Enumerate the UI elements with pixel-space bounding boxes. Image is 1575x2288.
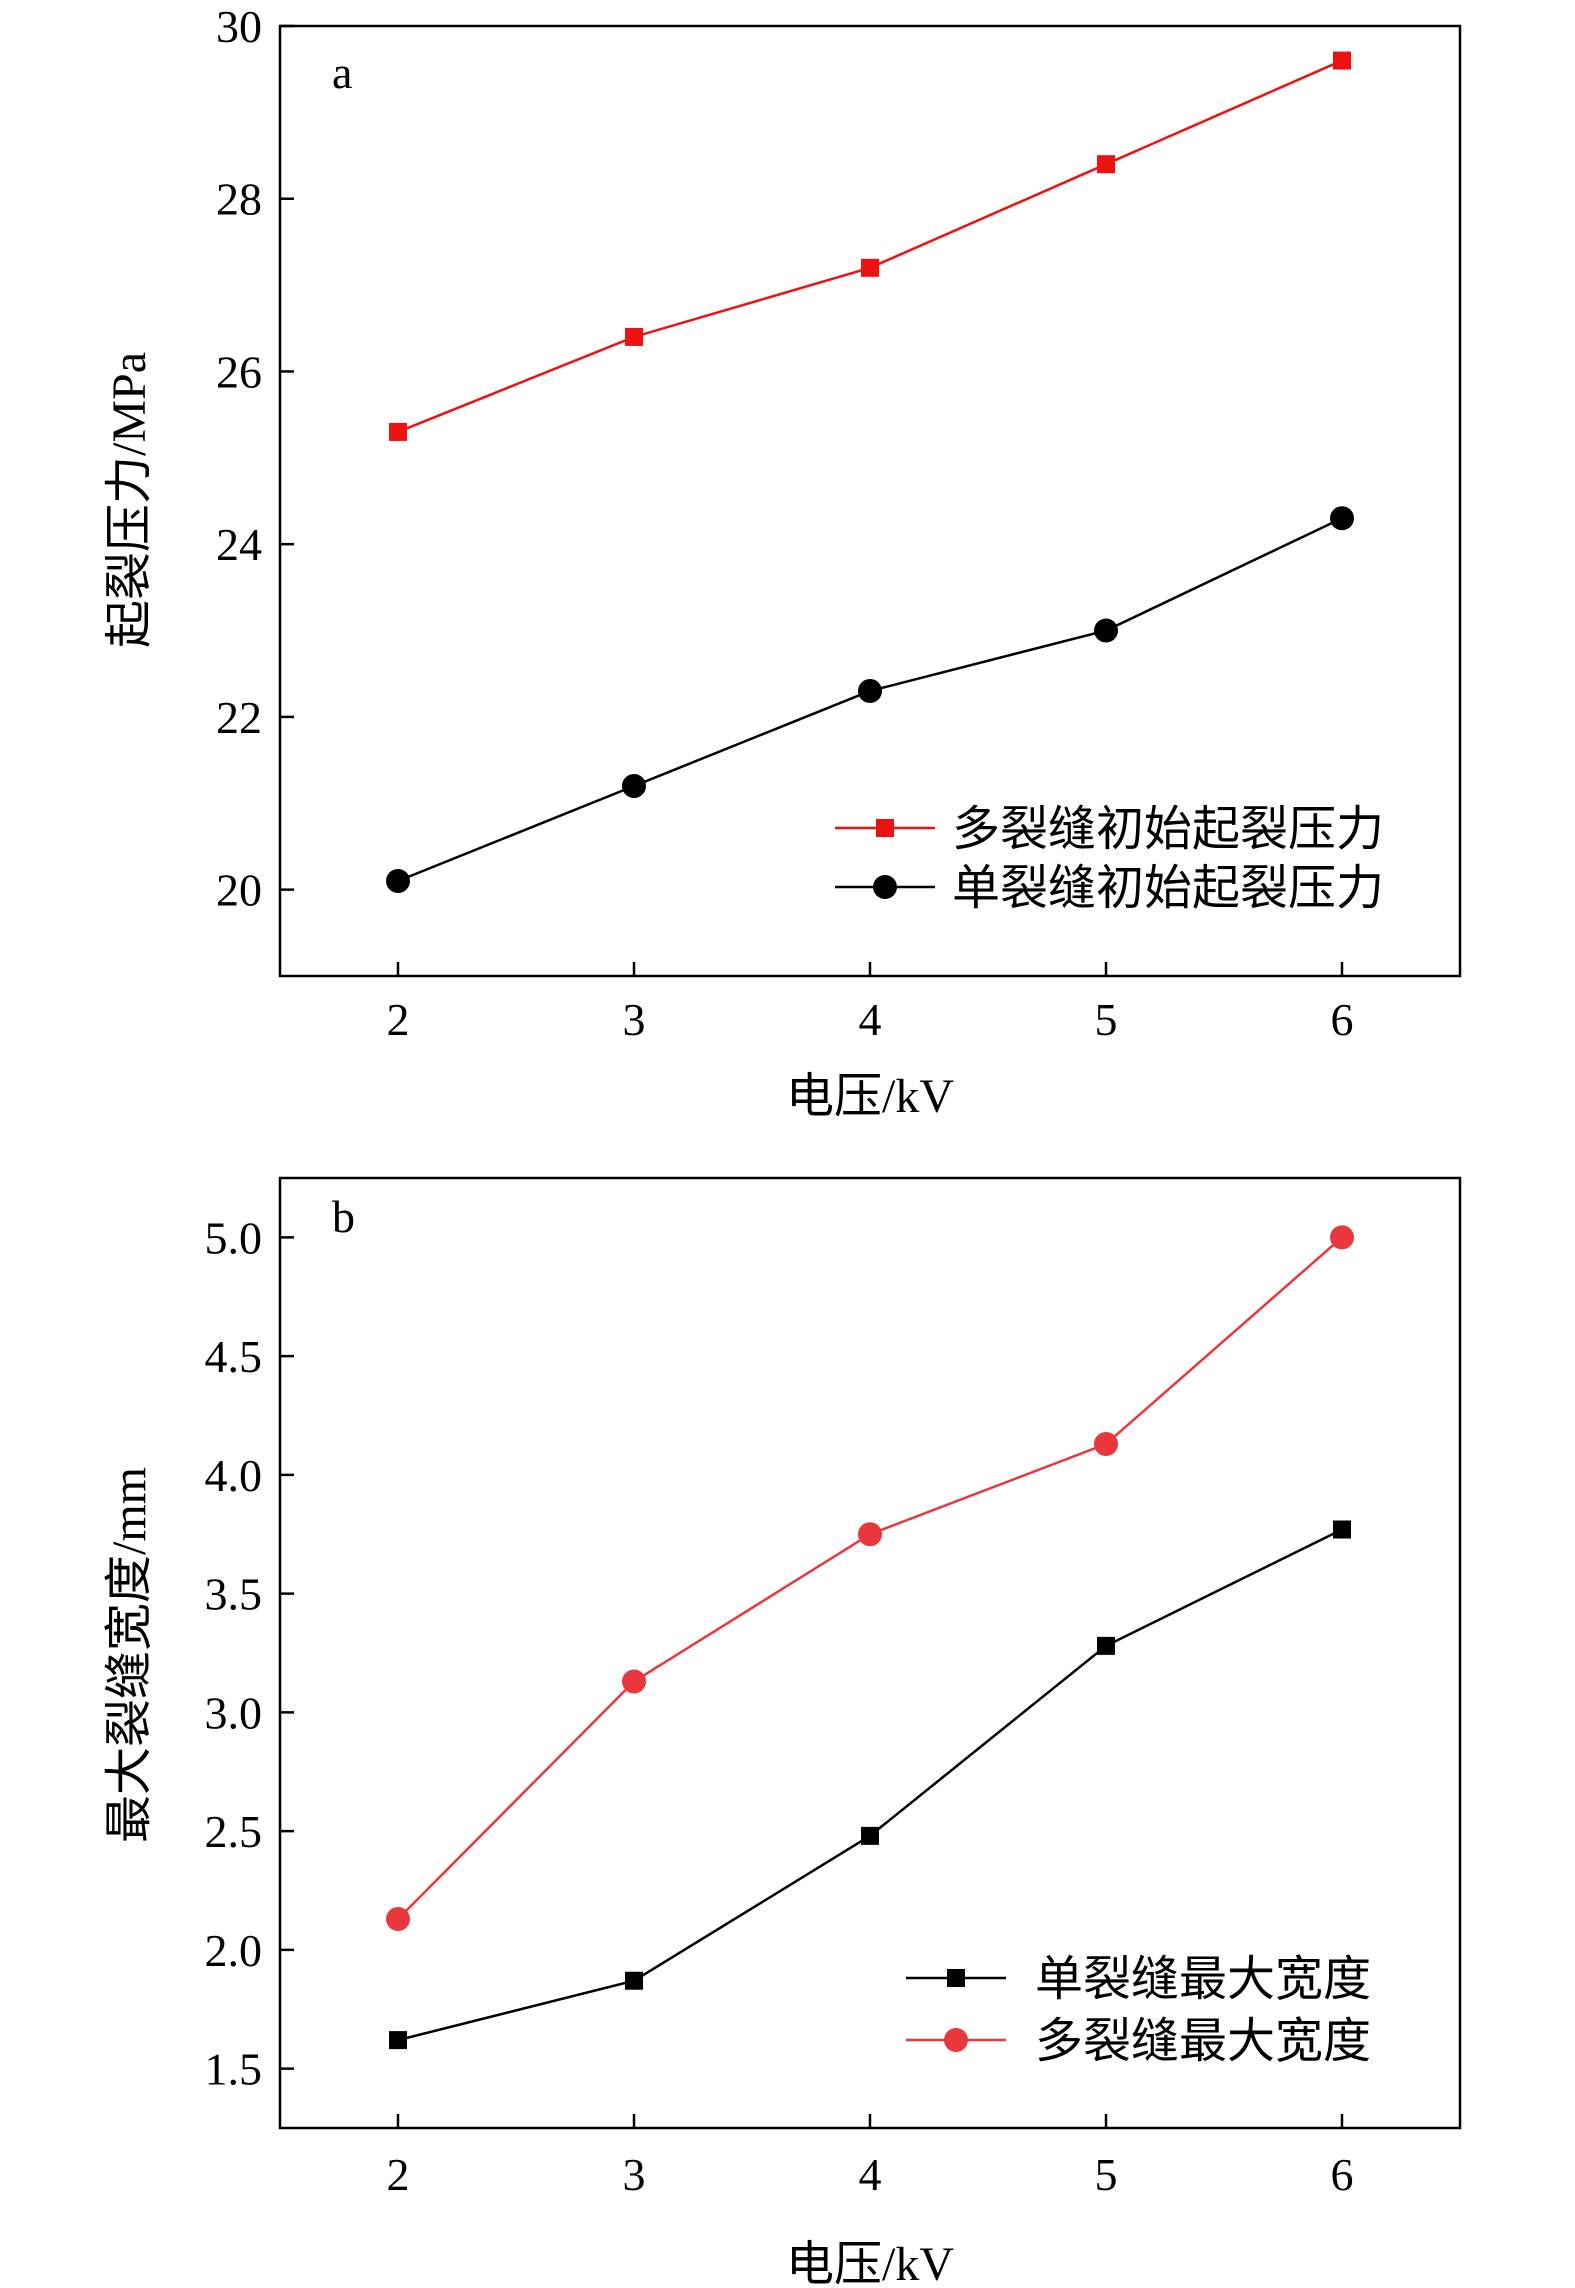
data-point-square: [625, 327, 643, 346]
y-tick-label: 2.0: [205, 1925, 263, 1976]
y-tick-label: 22: [216, 692, 262, 743]
y-tick-label: 26: [216, 346, 262, 397]
data-point-circle: [1094, 618, 1118, 643]
data-point-circle: [386, 1907, 410, 1931]
x-axis-label: 电压/kV: [786, 1070, 954, 1123]
panel-label: a: [332, 47, 352, 98]
y-tick-label: 4.5: [205, 1331, 263, 1382]
y-tick-label: 3.5: [205, 1569, 263, 1620]
data-point-square: [861, 1826, 879, 1845]
x-tick-label: 3: [623, 2149, 646, 2200]
data-point-square: [625, 1971, 643, 1990]
legend-label: 多裂缝初始起裂压力: [952, 803, 1384, 856]
data-point-circle: [1330, 1225, 1354, 1250]
series-line-2: [397, 1236, 1343, 1920]
y-tick-label: 4.0: [205, 1450, 263, 1501]
data-point-square: [1333, 51, 1351, 70]
x-tick-label: 4: [859, 2149, 882, 2200]
x-tick-label: 2: [387, 2149, 410, 2200]
y-axis-label: 起裂压力/MPa: [103, 352, 156, 648]
y-tick-label: 20: [216, 865, 262, 916]
data-point-circle: [858, 1522, 882, 1547]
data-point-circle: [386, 869, 410, 893]
series-line-1: [397, 59, 1343, 434]
data-point-circle: [858, 679, 882, 703]
legend-label: 单裂缝最大宽度: [1035, 1953, 1371, 2006]
x-axis-label: 电压/kV: [786, 2238, 954, 2288]
data-point-circle: [1094, 1432, 1118, 1456]
data-point-square: [389, 422, 407, 441]
data-point-circle: [622, 1669, 646, 1694]
x-tick-label: 3: [623, 994, 646, 1045]
y-tick-label: 2.5: [205, 1806, 263, 1857]
y-tick-label: 28: [216, 174, 262, 225]
data-point-square: [861, 258, 879, 277]
x-tick-label: 4: [859, 994, 882, 1045]
x-tick-label: 5: [1095, 994, 1118, 1045]
data-point-circle: [622, 774, 646, 798]
y-axis-label: 最大裂缝宽度/mm: [103, 1467, 156, 1843]
legend-marker-circle: [873, 875, 897, 899]
legend-marker-square: [876, 819, 894, 837]
chart-panel-a: 20 22 24 26 28 30 2 3 4 5 6 电压/kV 起裂压力/MPa a 多裂缝初始起裂压力…: [103, 1, 1462, 1123]
chart-panel-b: 1.5 2.0 2.5 3.0 3.5 4.0 4.5 5.0 2 3 4 5 6 电压/kV 最大裂缝宽度…: [103, 1176, 1462, 2288]
legend-marker-circle: [944, 2028, 968, 2052]
legend-label: 单裂缝初始起裂压力: [952, 862, 1384, 915]
y-tick-label: 1.5: [205, 2044, 263, 2095]
x-tick-label: 6: [1331, 2149, 1354, 2200]
y-tick-label: 5.0: [205, 1212, 263, 1263]
legend-marker-square: [947, 1969, 965, 1987]
y-tick-label: 30: [216, 1, 262, 52]
x-tick-label: 5: [1095, 2149, 1118, 2200]
x-tick-label: 6: [1331, 994, 1354, 1045]
x-tick-label: 2: [387, 994, 410, 1045]
data-point-square: [1097, 1636, 1115, 1655]
data-point-square: [389, 2031, 407, 2050]
data-point-circle: [1330, 506, 1354, 531]
data-point-square: [1097, 155, 1115, 174]
panel-label: b: [332, 1191, 355, 1242]
y-tick-label: 3.0: [205, 1687, 263, 1738]
data-point-square: [1333, 1520, 1351, 1539]
legend-label: 多裂缝最大宽度: [1035, 2015, 1371, 2068]
y-tick-label: 24: [216, 519, 262, 570]
